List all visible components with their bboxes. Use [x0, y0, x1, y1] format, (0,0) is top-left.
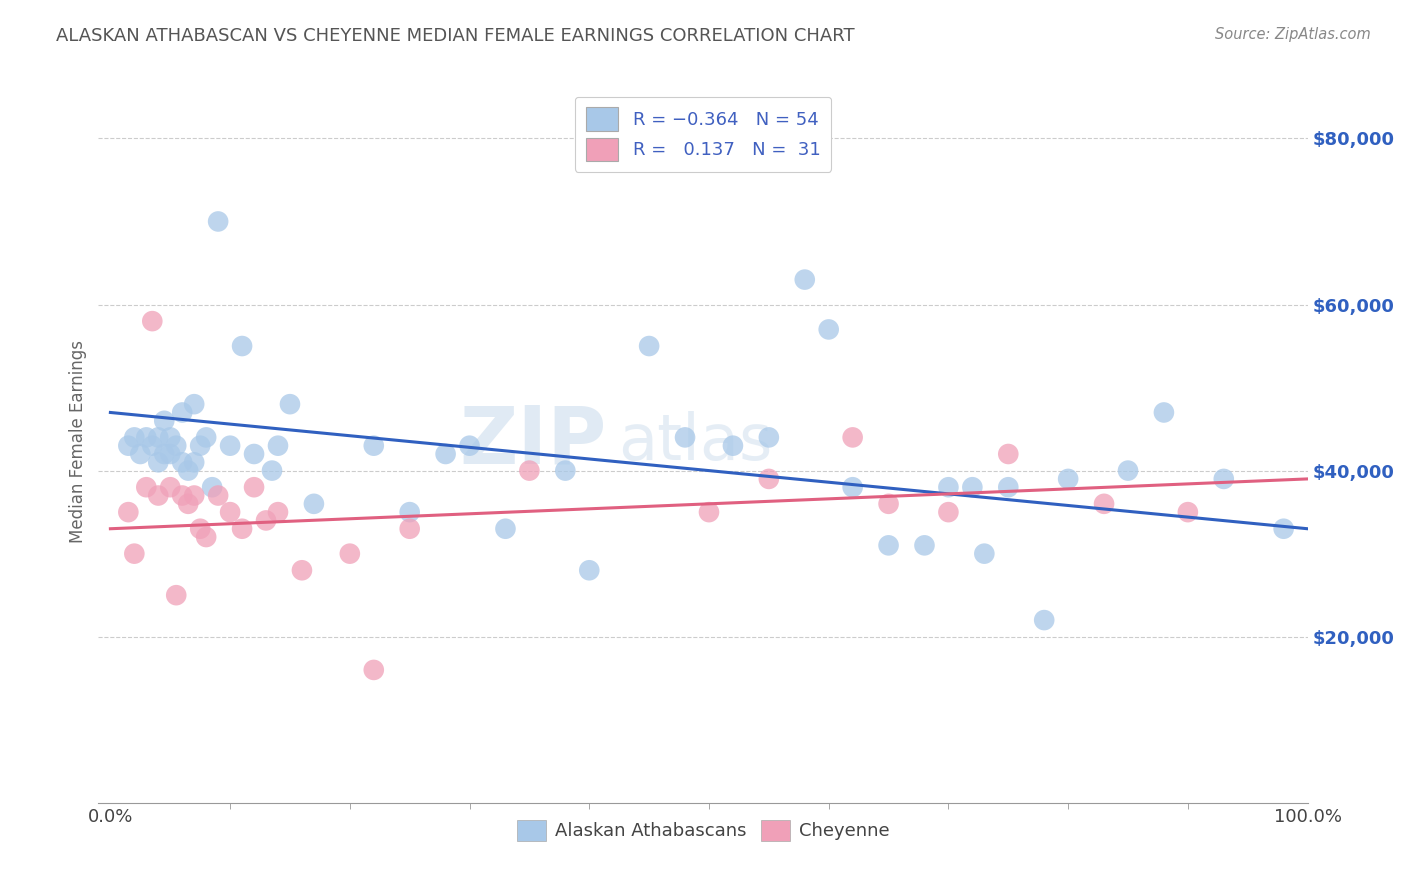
Point	[148, 455, 170, 469]
Point	[267, 439, 290, 453]
Point	[219, 505, 242, 519]
Point	[124, 430, 146, 444]
Point	[841, 480, 863, 494]
Point	[243, 480, 266, 494]
Point	[188, 522, 211, 536]
Point	[117, 505, 139, 519]
Point	[721, 439, 744, 453]
Point	[159, 447, 181, 461]
Point	[758, 430, 780, 444]
Point	[159, 480, 181, 494]
Point	[177, 464, 200, 478]
Point	[148, 489, 170, 503]
Point	[165, 588, 187, 602]
Text: atlas: atlas	[619, 410, 773, 473]
Point	[165, 439, 187, 453]
Point	[201, 480, 224, 494]
Point	[554, 464, 576, 478]
Point	[254, 513, 277, 527]
Point	[793, 272, 815, 286]
Point	[578, 563, 600, 577]
Point	[207, 214, 229, 228]
Point	[117, 439, 139, 453]
Point	[231, 522, 253, 536]
Point	[938, 480, 960, 494]
Point	[141, 439, 163, 453]
Point	[291, 563, 314, 577]
Point	[997, 447, 1019, 461]
Point	[302, 497, 325, 511]
Point	[458, 439, 481, 453]
Point	[153, 414, 176, 428]
Point	[1212, 472, 1234, 486]
Point	[267, 505, 290, 519]
Point	[758, 472, 780, 486]
Point	[1033, 613, 1056, 627]
Point	[817, 322, 839, 336]
Point	[124, 547, 146, 561]
Point	[877, 538, 900, 552]
Point	[153, 447, 176, 461]
Point	[172, 489, 194, 503]
Point	[148, 430, 170, 444]
Point	[398, 505, 420, 519]
Point	[159, 430, 181, 444]
Point	[219, 439, 242, 453]
Point	[997, 480, 1019, 494]
Point	[172, 405, 194, 419]
Point	[434, 447, 457, 461]
Point	[363, 439, 385, 453]
Point	[1153, 405, 1175, 419]
Point	[183, 397, 205, 411]
Point	[973, 547, 995, 561]
Point	[129, 447, 152, 461]
Point	[183, 489, 205, 503]
Text: ZIP: ZIP	[458, 402, 606, 481]
Point	[914, 538, 936, 552]
Point	[495, 522, 517, 536]
Y-axis label: Median Female Earnings: Median Female Earnings	[69, 340, 87, 543]
Point	[697, 505, 720, 519]
Point	[841, 430, 863, 444]
Point	[207, 489, 229, 503]
Point	[1057, 472, 1080, 486]
Point	[938, 505, 960, 519]
Point	[877, 497, 900, 511]
Text: ALASKAN ATHABASCAN VS CHEYENNE MEDIAN FEMALE EARNINGS CORRELATION CHART: ALASKAN ATHABASCAN VS CHEYENNE MEDIAN FE…	[56, 27, 855, 45]
Point	[638, 339, 661, 353]
Text: Source: ZipAtlas.com: Source: ZipAtlas.com	[1215, 27, 1371, 42]
Point	[1272, 522, 1295, 536]
Point	[243, 447, 266, 461]
Point	[231, 339, 253, 353]
Point	[1092, 497, 1115, 511]
Point	[141, 314, 163, 328]
Point	[172, 455, 194, 469]
Point	[135, 430, 157, 444]
Point	[363, 663, 385, 677]
Point	[1177, 505, 1199, 519]
Legend: Alaskan Athabascans, Cheyenne: Alaskan Athabascans, Cheyenne	[509, 813, 897, 848]
Point	[195, 430, 218, 444]
Point	[962, 480, 984, 494]
Point	[183, 455, 205, 469]
Point	[519, 464, 541, 478]
Point	[188, 439, 211, 453]
Point	[1116, 464, 1139, 478]
Point	[177, 497, 200, 511]
Point	[195, 530, 218, 544]
Point	[135, 480, 157, 494]
Point	[339, 547, 361, 561]
Point	[278, 397, 301, 411]
Point	[260, 464, 283, 478]
Point	[398, 522, 420, 536]
Point	[673, 430, 696, 444]
